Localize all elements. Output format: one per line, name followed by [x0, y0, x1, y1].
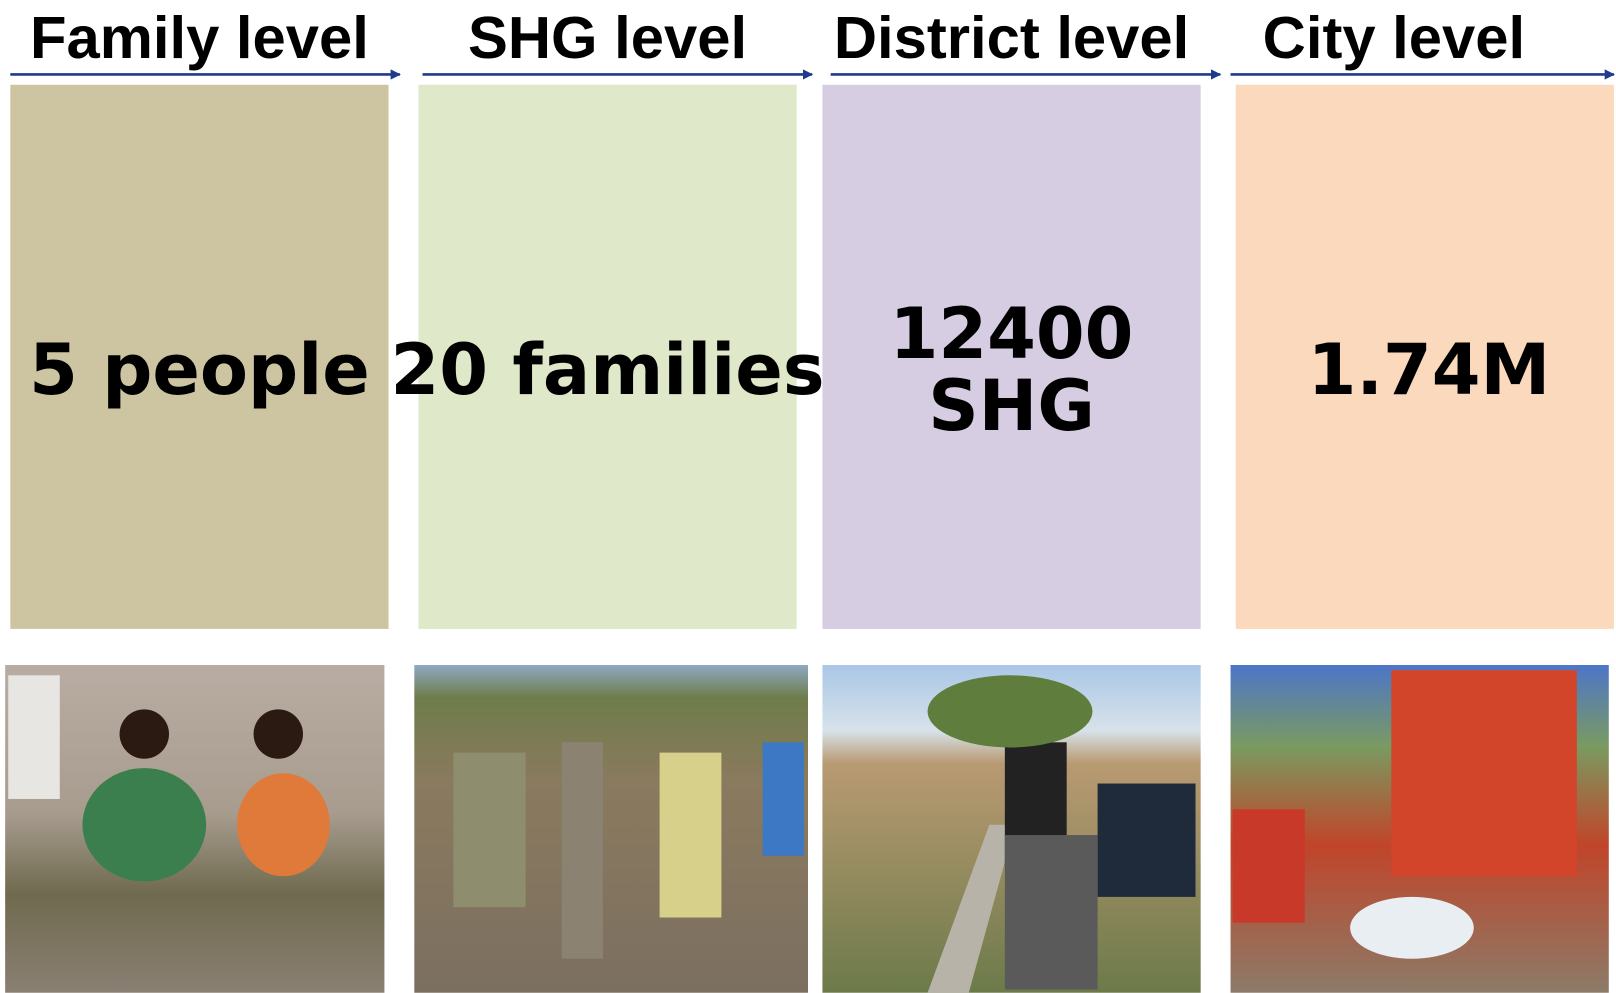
level-value: 1.74M: [1308, 329, 1551, 411]
photo-detail: [763, 742, 804, 855]
photo-detail: [1233, 809, 1305, 922]
column-header: SHG level: [468, 4, 747, 71]
photo-detail: [1098, 784, 1196, 897]
photo-detail: [1391, 670, 1577, 876]
level-value: SHG: [928, 365, 1095, 447]
photo-detail: [1005, 835, 1098, 990]
photo-detail: [254, 709, 303, 758]
photo-detail: [8, 675, 60, 799]
photo-detail: [660, 753, 722, 918]
photo-detail: [82, 768, 206, 881]
photo-detail: [562, 742, 603, 958]
level-value: 5 people: [29, 329, 370, 411]
column-header: City level: [1263, 4, 1525, 71]
level-value: 12400: [890, 293, 1134, 375]
photo-detail: [1350, 897, 1474, 959]
photo-detail: [120, 709, 169, 758]
columns: Family level 5 people SHG level 20 families…: [5, 4, 1614, 993]
photo-detail: [928, 675, 1093, 747]
column-header: District level: [834, 4, 1189, 71]
photo-detail: [237, 773, 330, 876]
slide: Family level 5 people SHG level 20 families…: [0, 0, 1616, 993]
photo-detail: [453, 753, 525, 908]
level-value: 20 families: [391, 329, 825, 411]
column-header: Family level: [30, 4, 369, 71]
